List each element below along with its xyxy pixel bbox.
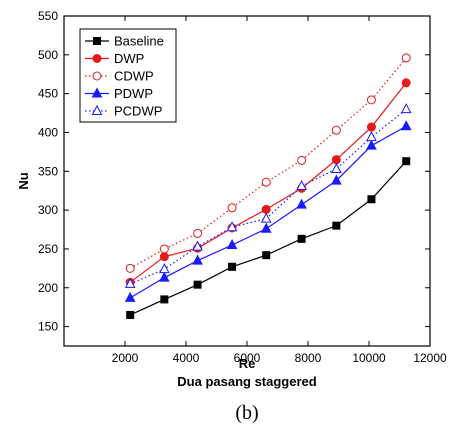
x-axis-title: Re (239, 356, 256, 371)
data-point-pcdwp (331, 162, 342, 173)
legend-item-baseline: Baseline (85, 34, 164, 49)
data-point-baseline (367, 195, 376, 204)
data-point-cdwp (159, 244, 169, 254)
legend-marker (92, 54, 102, 63)
data-point-pcdwp (366, 131, 377, 142)
data-point-pcdwp (159, 263, 170, 274)
legend-item-cdwp: CDWP (85, 69, 154, 84)
x-tick-label: 8000 (295, 351, 322, 365)
data-point-baseline (262, 251, 271, 260)
data-point-baseline (228, 262, 237, 271)
data-point-pcdwp (124, 277, 136, 288)
y-tick-label: 300 (38, 203, 58, 217)
x-tick-label: 12000 (413, 351, 447, 365)
series-cdwp (125, 53, 411, 273)
legend-item-pcdwp: PCDWP (85, 104, 162, 119)
data-point-cdwp (227, 203, 237, 213)
data-point-pcdwp (226, 221, 238, 232)
data-point-pdwp (260, 222, 272, 233)
series-pcdwp (124, 103, 412, 288)
data-point-pcdwp (260, 212, 272, 223)
legend-marker (91, 104, 103, 115)
data-point-baseline (193, 280, 202, 289)
data-point-cdwp (125, 263, 135, 273)
y-tick-label: 250 (38, 242, 58, 256)
data-point-pdwp (366, 139, 377, 150)
legend-label: PCDWP (114, 104, 162, 119)
data-point-pdwp (226, 238, 238, 250)
legend-label: CDWP (114, 69, 154, 84)
data-point-pdwp (159, 271, 170, 282)
data-point-baseline (402, 157, 411, 166)
data-point-pcdwp (296, 179, 307, 191)
y-tick-label: 550 (38, 9, 58, 23)
data-point-cdwp (331, 125, 341, 135)
x-tick-label: 2000 (112, 351, 139, 365)
data-point-dwp (366, 122, 376, 132)
x-tick-label: 10000 (352, 351, 386, 365)
data-point-baseline (126, 310, 135, 319)
data-point-baseline (297, 234, 306, 243)
data-point-pcdwp (400, 103, 412, 114)
data-point-pcdwp (192, 240, 203, 251)
y-axis-title: Nu (16, 172, 31, 189)
series-layer (124, 53, 412, 319)
data-point-pdwp (192, 254, 203, 265)
data-point-baseline (160, 295, 169, 304)
data-point-baseline (332, 221, 341, 230)
y-tick-label: 200 (38, 281, 58, 295)
data-point-pdwp (400, 120, 412, 131)
series-line-cdwp (129, 57, 407, 269)
data-point-cdwp (261, 177, 271, 187)
legend-marker (92, 71, 102, 81)
data-point-dwp (159, 252, 169, 262)
x-tick-label: 4000 (173, 351, 200, 365)
data-point-dwp (261, 204, 271, 214)
data-point-dwp (401, 78, 411, 88)
x-axis-subtitle: Dua pasang staggered (177, 374, 316, 389)
figure-caption: (b) (235, 402, 258, 424)
data-point-pdwp (331, 174, 342, 185)
data-point-cdwp (401, 53, 411, 63)
legend-label: Baseline (114, 34, 164, 49)
x-tick-label: 6000 (234, 351, 261, 365)
data-point-pdwp (296, 198, 307, 209)
data-point-cdwp (366, 95, 376, 105)
legend-label: DWP (114, 51, 144, 66)
axes-layer: 2000 4000 6000 8000 10000 12000 150 200 250 300 35… (38, 9, 447, 365)
legend-label: PDWP (114, 86, 153, 101)
y-tick-label: 500 (38, 48, 58, 62)
data-point-pdwp (124, 291, 136, 302)
series-pdwp (124, 120, 412, 302)
y-tick-label: 450 (38, 87, 58, 101)
legend-marker (93, 37, 101, 45)
data-point-cdwp (297, 155, 307, 165)
legend: Baseline DWP CDWP PDWP PCDWP (79, 28, 177, 123)
legend-item-pdwp: PDWP (85, 86, 153, 101)
legend-item-dwp: DWP (85, 51, 144, 66)
data-point-dwp (331, 155, 341, 165)
y-tick-label: 150 (38, 320, 58, 334)
series-baseline (126, 157, 411, 319)
y-tick-label: 350 (38, 164, 58, 178)
y-tick-label: 400 (38, 125, 58, 139)
data-point-cdwp (193, 228, 203, 238)
legend-marker (91, 87, 103, 98)
